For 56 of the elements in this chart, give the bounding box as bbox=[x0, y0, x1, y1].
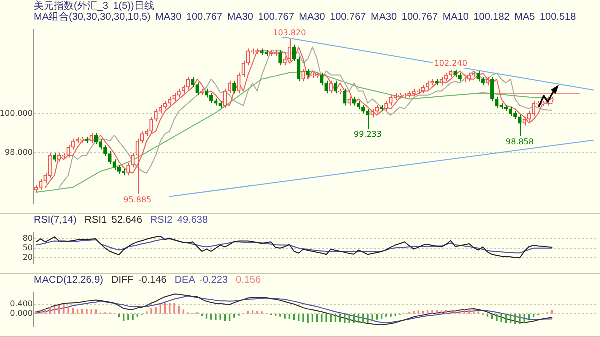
chart-subtitle: MA组合(30,30,30,30,10,5) MA30 100.767 MA30 100.767 MA30 100.767 MA30 100.767 MA10 100.182 MA5 100.518 bbox=[34, 12, 576, 23]
candlestick bbox=[435, 78, 439, 86]
candlestick bbox=[384, 100, 388, 112]
candlestick bbox=[85, 136, 89, 144]
annotation: 99.233 bbox=[354, 130, 382, 140]
candlestick bbox=[302, 68, 306, 82]
series-label: RSI1 52.646 bbox=[84, 215, 142, 226]
candlestick bbox=[278, 50, 282, 66]
y-tick-label: 0.400 bbox=[10, 300, 33, 309]
candlestick bbox=[90, 132, 94, 144]
y-tick-label: 98.000 bbox=[5, 148, 33, 158]
candlestick bbox=[62, 152, 66, 160]
y-tick-label: 100.000 bbox=[0, 109, 33, 118]
candlestick bbox=[366, 108, 370, 130]
candlestick bbox=[348, 96, 352, 106]
candlestick bbox=[490, 76, 494, 102]
candlestick bbox=[154, 108, 158, 122]
candlestick bbox=[412, 88, 416, 97]
y-tick-label: 0.000 bbox=[10, 309, 33, 318]
candlestick bbox=[98, 139, 103, 150]
y-tick-label: 50 bbox=[22, 243, 33, 252]
chart-title: RSI(7,14) bbox=[34, 215, 77, 226]
candlestick bbox=[518, 114, 522, 137]
candlestick bbox=[66, 144, 70, 158]
candlestick bbox=[52, 152, 57, 162]
candlestick bbox=[430, 78, 434, 86]
candlestick bbox=[532, 100, 536, 117]
series-label: RSI2 49.638 bbox=[150, 215, 208, 226]
candlestick bbox=[172, 92, 176, 102]
candlestick bbox=[508, 106, 513, 117]
y-tick-label: 80 bbox=[22, 234, 33, 244]
candlestick bbox=[58, 152, 62, 162]
annotation: 95.885 bbox=[124, 196, 152, 205]
series-label: DIFF -0.146 bbox=[111, 275, 167, 286]
chart-title: MACD(12,26,9) bbox=[34, 275, 104, 286]
y-tick-label: 20 bbox=[22, 252, 33, 262]
candlestick bbox=[150, 116, 154, 134]
candlestick bbox=[288, 38, 292, 62]
candlestick bbox=[454, 70, 458, 78]
candlestick bbox=[541, 100, 545, 108]
candlestick bbox=[218, 100, 222, 109]
series-label: DEA -0.223 bbox=[174, 275, 228, 286]
candlestick bbox=[94, 132, 98, 145]
candlestick bbox=[343, 88, 347, 106]
annotation: 98.858 bbox=[506, 137, 534, 146]
text: 0.156 bbox=[236, 275, 262, 286]
candlestick bbox=[214, 98, 218, 106]
candlestick bbox=[34, 184, 38, 194]
annotation: 102.240 bbox=[434, 59, 468, 68]
candlestick bbox=[315, 72, 320, 79]
candlestick bbox=[108, 151, 112, 165]
chart-title: 美元指数(外汇_3 1(5))日线 bbox=[34, 1, 154, 12]
candlestick bbox=[196, 82, 200, 96]
candlestick bbox=[39, 178, 43, 190]
candlestick bbox=[191, 76, 195, 88]
annotation: 103.820 bbox=[273, 28, 306, 38]
